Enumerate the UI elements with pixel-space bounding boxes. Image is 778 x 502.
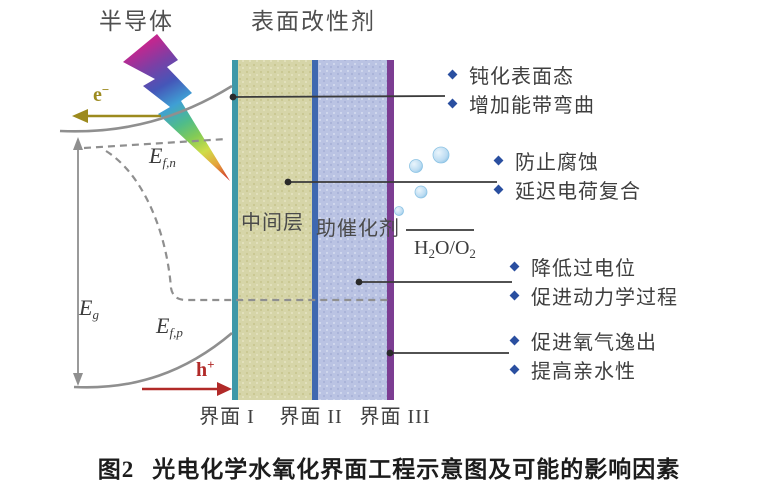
gas-bubbles-icon (394, 146, 450, 216)
callout-interface1 (232, 95, 446, 98)
figure-title: 光电化学水氧化界面工程示意图及可能的影响因素 (152, 457, 681, 482)
annotation-text: 延迟电荷复合 (515, 181, 641, 203)
electron-label: e− (93, 82, 110, 106)
interface1-line (232, 60, 238, 400)
interface2-line (312, 60, 318, 400)
annotation-text: 防止腐蚀 (515, 152, 599, 174)
conduction-band-curve (59, 84, 233, 133)
annotation-text: 降低过电位 (531, 258, 636, 280)
mol-p2: O/O (434, 237, 470, 259)
cocatalyst-region (318, 60, 387, 400)
efp-sub: f,p (169, 325, 183, 340)
layer-stack (232, 60, 394, 400)
callout-lines (232, 95, 512, 354)
annotation-item: 防止腐蚀 (493, 146, 641, 175)
annotation-item: 提高亲水性 (509, 355, 657, 384)
annotation-text: 增加能带弯曲 (469, 95, 595, 117)
electron-sup: − (101, 82, 110, 97)
band-diagram-curves (59, 84, 388, 389)
surface-modifier-label: 表面改性剂 (251, 9, 376, 34)
annotation-text: 促进动力学过程 (531, 287, 678, 309)
figure-number: 图2 (97, 457, 135, 482)
mol-s1: 2 (428, 246, 435, 261)
annotation-item: 延迟电荷复合 (493, 175, 641, 204)
annotation-item: 促进动力学过程 (509, 281, 678, 310)
mol-p1: H (414, 237, 429, 259)
interface3-line (387, 60, 394, 400)
eg-sub: g (92, 307, 99, 322)
annotation-item: 促进氧气逸出 (509, 326, 657, 355)
semiconductor-label: 半导体 (99, 9, 174, 34)
electron-arrow (72, 109, 161, 123)
interface2-label: 界面 II (279, 406, 343, 428)
bullet-diamond-icon (509, 364, 520, 375)
annotation-text: 钝化表面态 (469, 66, 574, 88)
interface3-label: 界面 III (359, 406, 431, 428)
interlayer-label: 中间层 (241, 212, 304, 234)
h2o-o2-label: H2O/O2 (414, 237, 476, 261)
annotation-item: 降低过电位 (509, 252, 678, 281)
efp-dashed-level (105, 150, 388, 302)
annotation-group-interface1: 钝化表面态 增加能带弯曲 (447, 60, 595, 118)
hole-arrow (142, 382, 232, 396)
hole-label: h+ (196, 357, 215, 381)
mol-s2: 2 (469, 246, 476, 261)
eg-base: E (79, 295, 93, 320)
bullet-diamond-icon (509, 261, 520, 272)
annotation-group-interface3: 促进氧气逸出 提高亲水性 (509, 326, 657, 384)
figure-canvas (59, 34, 512, 400)
efp-label: Ef,p (156, 313, 183, 340)
annotation-text: 促进氧气逸出 (531, 332, 657, 354)
efn-label: Ef,n (149, 143, 176, 170)
hole-sup: + (207, 357, 215, 372)
annotation-item: 钝化表面态 (447, 60, 595, 89)
bullet-diamond-icon (493, 155, 504, 166)
bullet-diamond-icon (509, 290, 520, 301)
annotation-item: 增加能带弯曲 (447, 89, 595, 118)
interface1-label: 界面 I (199, 406, 255, 428)
electron-base: e (93, 84, 102, 106)
efn-base: E (149, 143, 163, 168)
light-bolt-icon (123, 34, 230, 181)
bullet-diamond-icon (509, 335, 520, 346)
annotation-group-interlayer: 防止腐蚀 延迟电荷复合 (493, 146, 641, 204)
interlayer-region (238, 60, 312, 400)
bullet-diamond-icon (447, 98, 458, 109)
callout-dots (229, 93, 394, 357)
annotation-group-cocatalyst: 降低过电位 促进动力学过程 (509, 252, 678, 310)
valence-band-curve (73, 332, 233, 389)
annotation-text: 提高亲水性 (531, 361, 636, 383)
cocatalyst-label: 助催化剂 (316, 218, 400, 240)
bullet-diamond-icon (447, 69, 458, 80)
bandgap-arrow (73, 137, 83, 386)
efn-sub: f,n (162, 155, 176, 170)
figure-caption: 图2 光电化学水氧化界面工程示意图及可能的影响因素 (0, 450, 778, 484)
hole-base: h (196, 359, 208, 381)
eg-label: Eg (79, 295, 99, 322)
bullet-diamond-icon (493, 184, 504, 195)
efp-base: E (156, 313, 170, 338)
